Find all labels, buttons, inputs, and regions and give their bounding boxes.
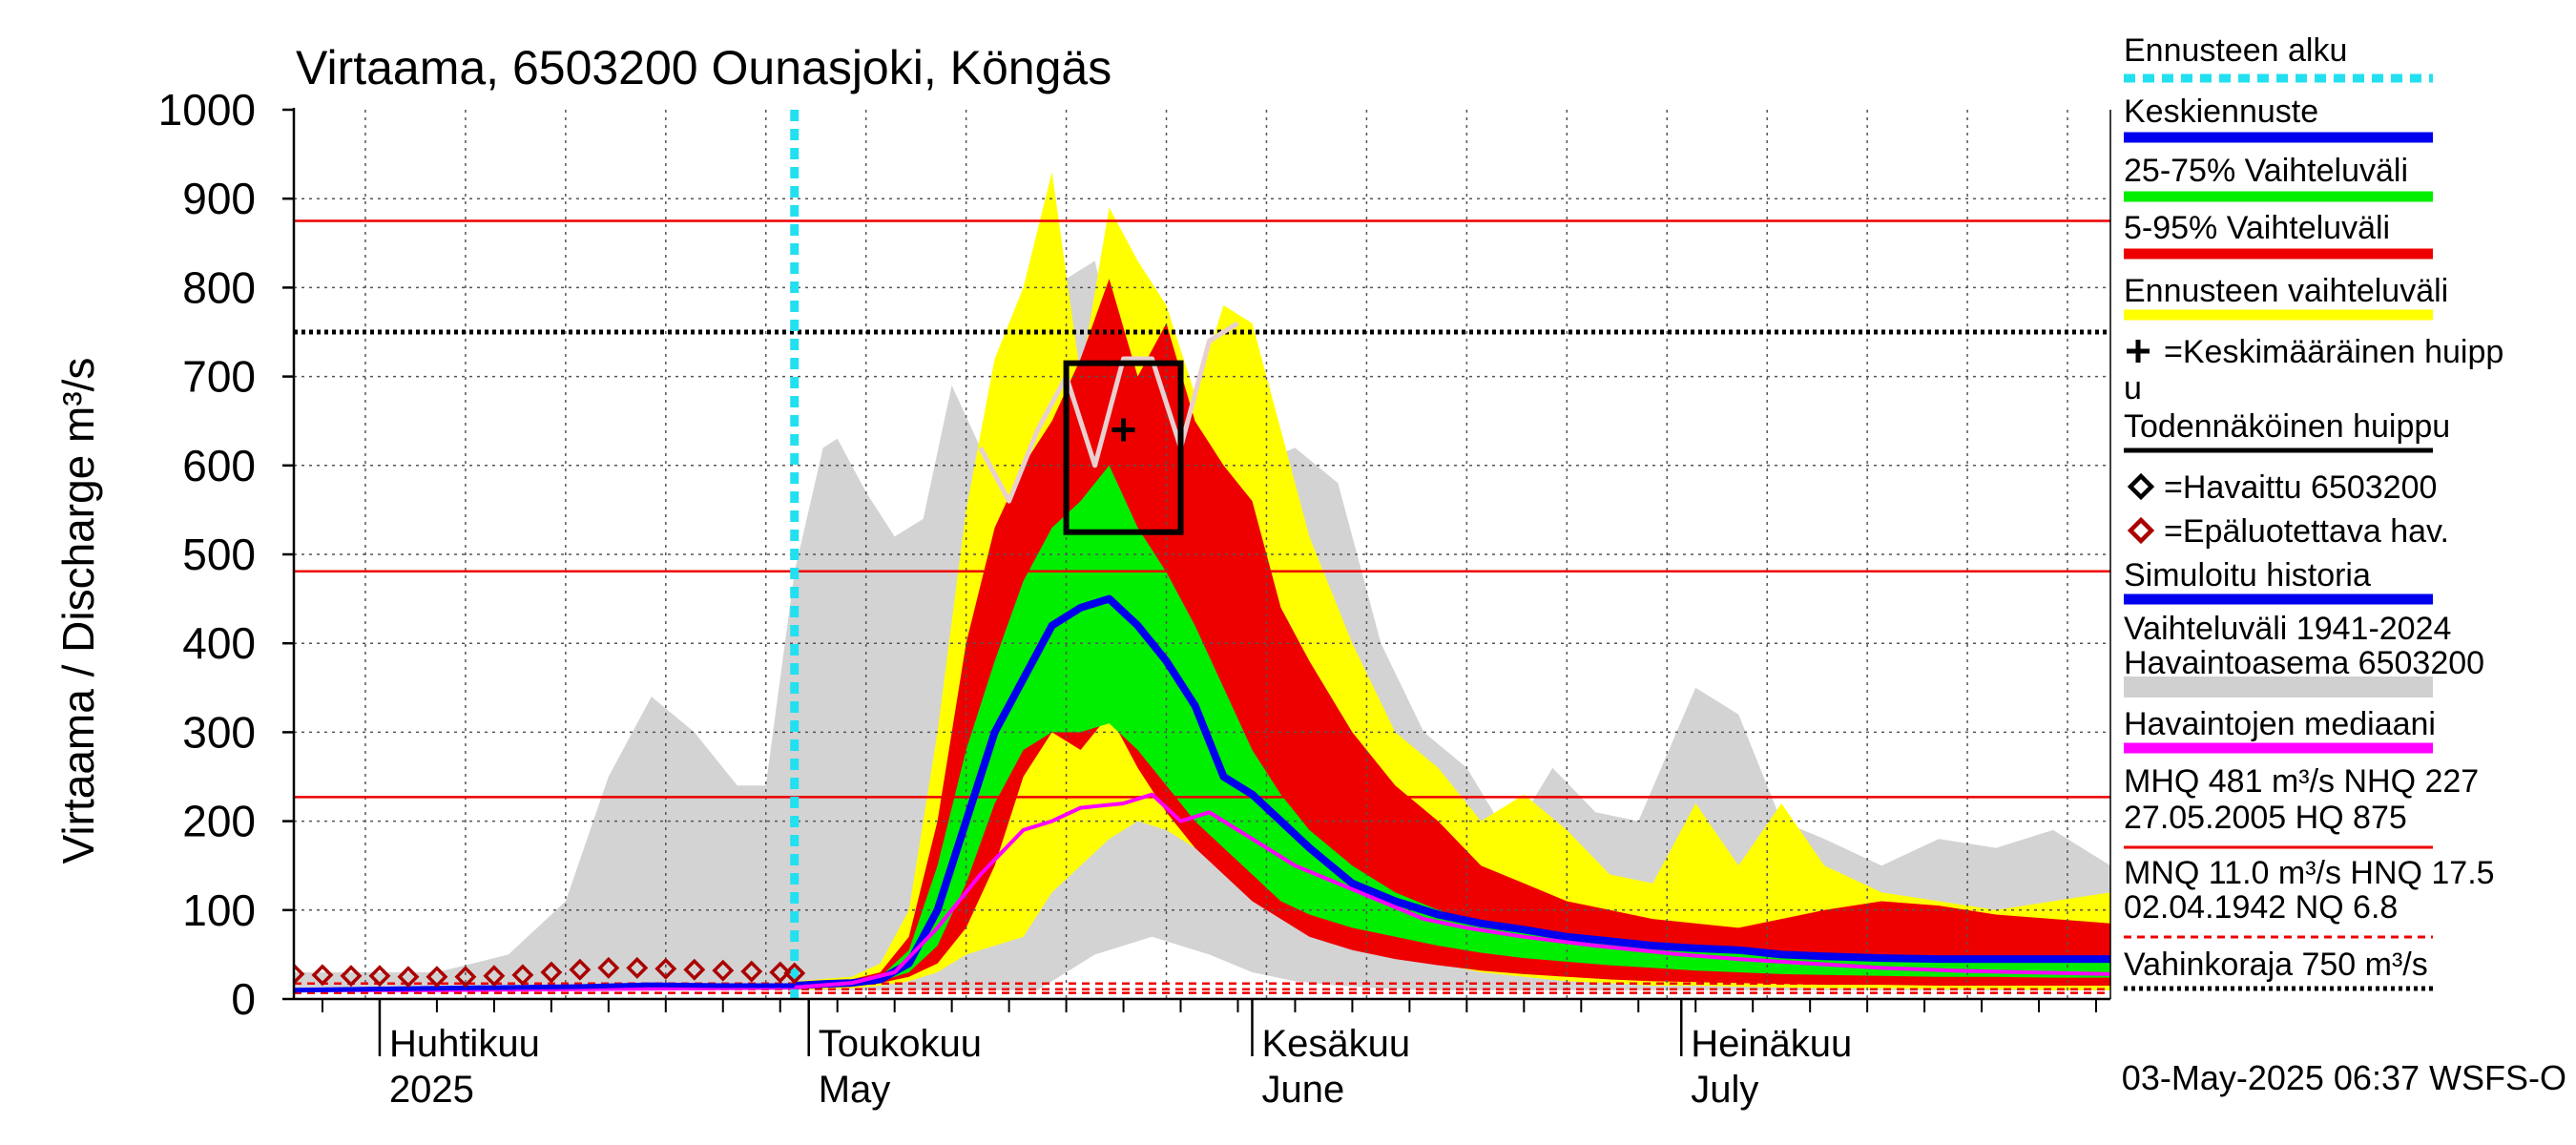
unreliable-observation-marker	[483, 965, 506, 988]
y-tick-label: 700	[182, 352, 256, 402]
unreliable-observation-marker	[426, 966, 448, 989]
legend-label: Havaintojen mediaani	[2124, 706, 2436, 742]
legend-label: Ennusteen vaihteluväli	[2124, 273, 2448, 309]
chart-title: Virtaama, 6503200 Ounasjoki, Köngäs	[296, 41, 1111, 94]
legend-label-line2: 27.05.2005 HQ 875	[2124, 800, 2407, 836]
legend-label: =Havaittu 6503200	[2164, 469, 2437, 506]
probable-peak-box	[1063, 360, 1184, 535]
unreliable-observation-marker	[340, 965, 363, 988]
legend-label: Vaihteluväli 1941-2024	[2124, 611, 2451, 647]
legend-label: MNQ 11.0 m³/s HNQ 17.5	[2124, 855, 2495, 891]
y-tick-label: 200	[182, 797, 256, 846]
y-tick-label: 800	[182, 262, 256, 312]
axes	[282, 108, 2111, 1056]
x-month-label-en: May	[819, 1069, 891, 1111]
forecast-range-green	[794, 465, 2110, 987]
legend-label: Todennäköinen huippu	[2124, 408, 2450, 445]
y-tick-label: 1000	[158, 85, 256, 135]
y-tick-label: 600	[182, 441, 256, 490]
legend-label: MHQ 481 m³/s NHQ 227	[2124, 763, 2479, 800]
historical-trace-line	[978, 321, 1239, 504]
legend-diamond-icon	[2127, 472, 2155, 501]
y-axis-label: Virtaama / Discharge m³/s	[53, 358, 103, 864]
unreliable-observation-marker	[397, 966, 420, 989]
legend-label: Keskiennuste	[2124, 94, 2318, 130]
legend-label: Simuloitu historia	[2124, 557, 2371, 593]
unreliable-observation-marker	[511, 964, 534, 987]
legend-diamond-icon	[2127, 516, 2155, 545]
legend-label-line2: 02.04.1942 NQ 6.8	[2124, 889, 2398, 926]
y-tick-label: 900	[182, 174, 256, 223]
unreliable-observation-marker	[783, 962, 806, 985]
x-month-label-fi: Huhtikuu	[389, 1023, 540, 1065]
x-month-label-en: July	[1691, 1069, 1758, 1111]
x-month-label-en: 2025	[389, 1069, 474, 1111]
legend-label: Vahinkoraja 750 m³/s	[2124, 947, 2428, 983]
unreliable-observation-marker	[294, 963, 305, 986]
x-month-label-fi: Heinäkuu	[1691, 1023, 1852, 1065]
x-month-label-en: June	[1261, 1069, 1344, 1111]
unreliable-observation-marker	[368, 965, 391, 988]
unreliable-observation-marker	[540, 961, 563, 984]
unreliable-observation-marker	[569, 958, 592, 981]
legend-label: Ennusteen alku	[2124, 32, 2347, 69]
y-tick-label: 300	[182, 707, 256, 757]
mean-peak-marker	[1111, 418, 1135, 442]
legend-label: 5-95% Vaihteluväli	[2124, 210, 2390, 246]
forecast-range-red	[794, 279, 2110, 989]
unreliable-observation-marker	[626, 956, 649, 979]
x-month-label-fi: Toukokuu	[819, 1023, 982, 1065]
unreliable-observation-marker	[683, 958, 706, 981]
legend-label-line2: Havaintoasema 6503200	[2124, 645, 2484, 681]
plot-area	[294, 110, 2110, 999]
simulated-history-line	[294, 982, 795, 993]
footer-timestamp: 03-May-2025 06:37 WSFS-O	[2122, 1058, 2566, 1097]
unreliable-observation-marker	[311, 964, 334, 987]
legend-plus-icon	[2127, 340, 2150, 363]
legend-label: =Epäluotettava hav.	[2164, 513, 2449, 550]
x-month-label-fi: Kesäkuu	[1261, 1023, 1410, 1065]
legend-label: =Keskimääräinen huipp	[2164, 334, 2503, 370]
median-observations-line	[294, 792, 2110, 992]
legend-label: 25-75% Vaihteluväli	[2124, 153, 2408, 189]
mean-forecast-line	[794, 594, 2110, 989]
unreliable-observation-marker	[712, 959, 735, 982]
unreliable-observation-marker	[454, 966, 477, 989]
legend-label-line2: u	[2124, 370, 2142, 406]
legend: Ennusteen alku Keskiennuste 25-75% Vaihtel…	[2124, 32, 2503, 991]
y-tick-label: 400	[182, 618, 256, 668]
y-tick-label: 100	[182, 885, 256, 935]
unreliable-observation-marker	[654, 957, 677, 980]
y-tick-label: 0	[231, 974, 256, 1024]
y-tick-label: 500	[182, 530, 256, 579]
unreliable-observation-marker	[597, 956, 620, 979]
unreliable-observation-marker	[769, 961, 792, 984]
unreliable-observation-marker	[740, 960, 763, 983]
